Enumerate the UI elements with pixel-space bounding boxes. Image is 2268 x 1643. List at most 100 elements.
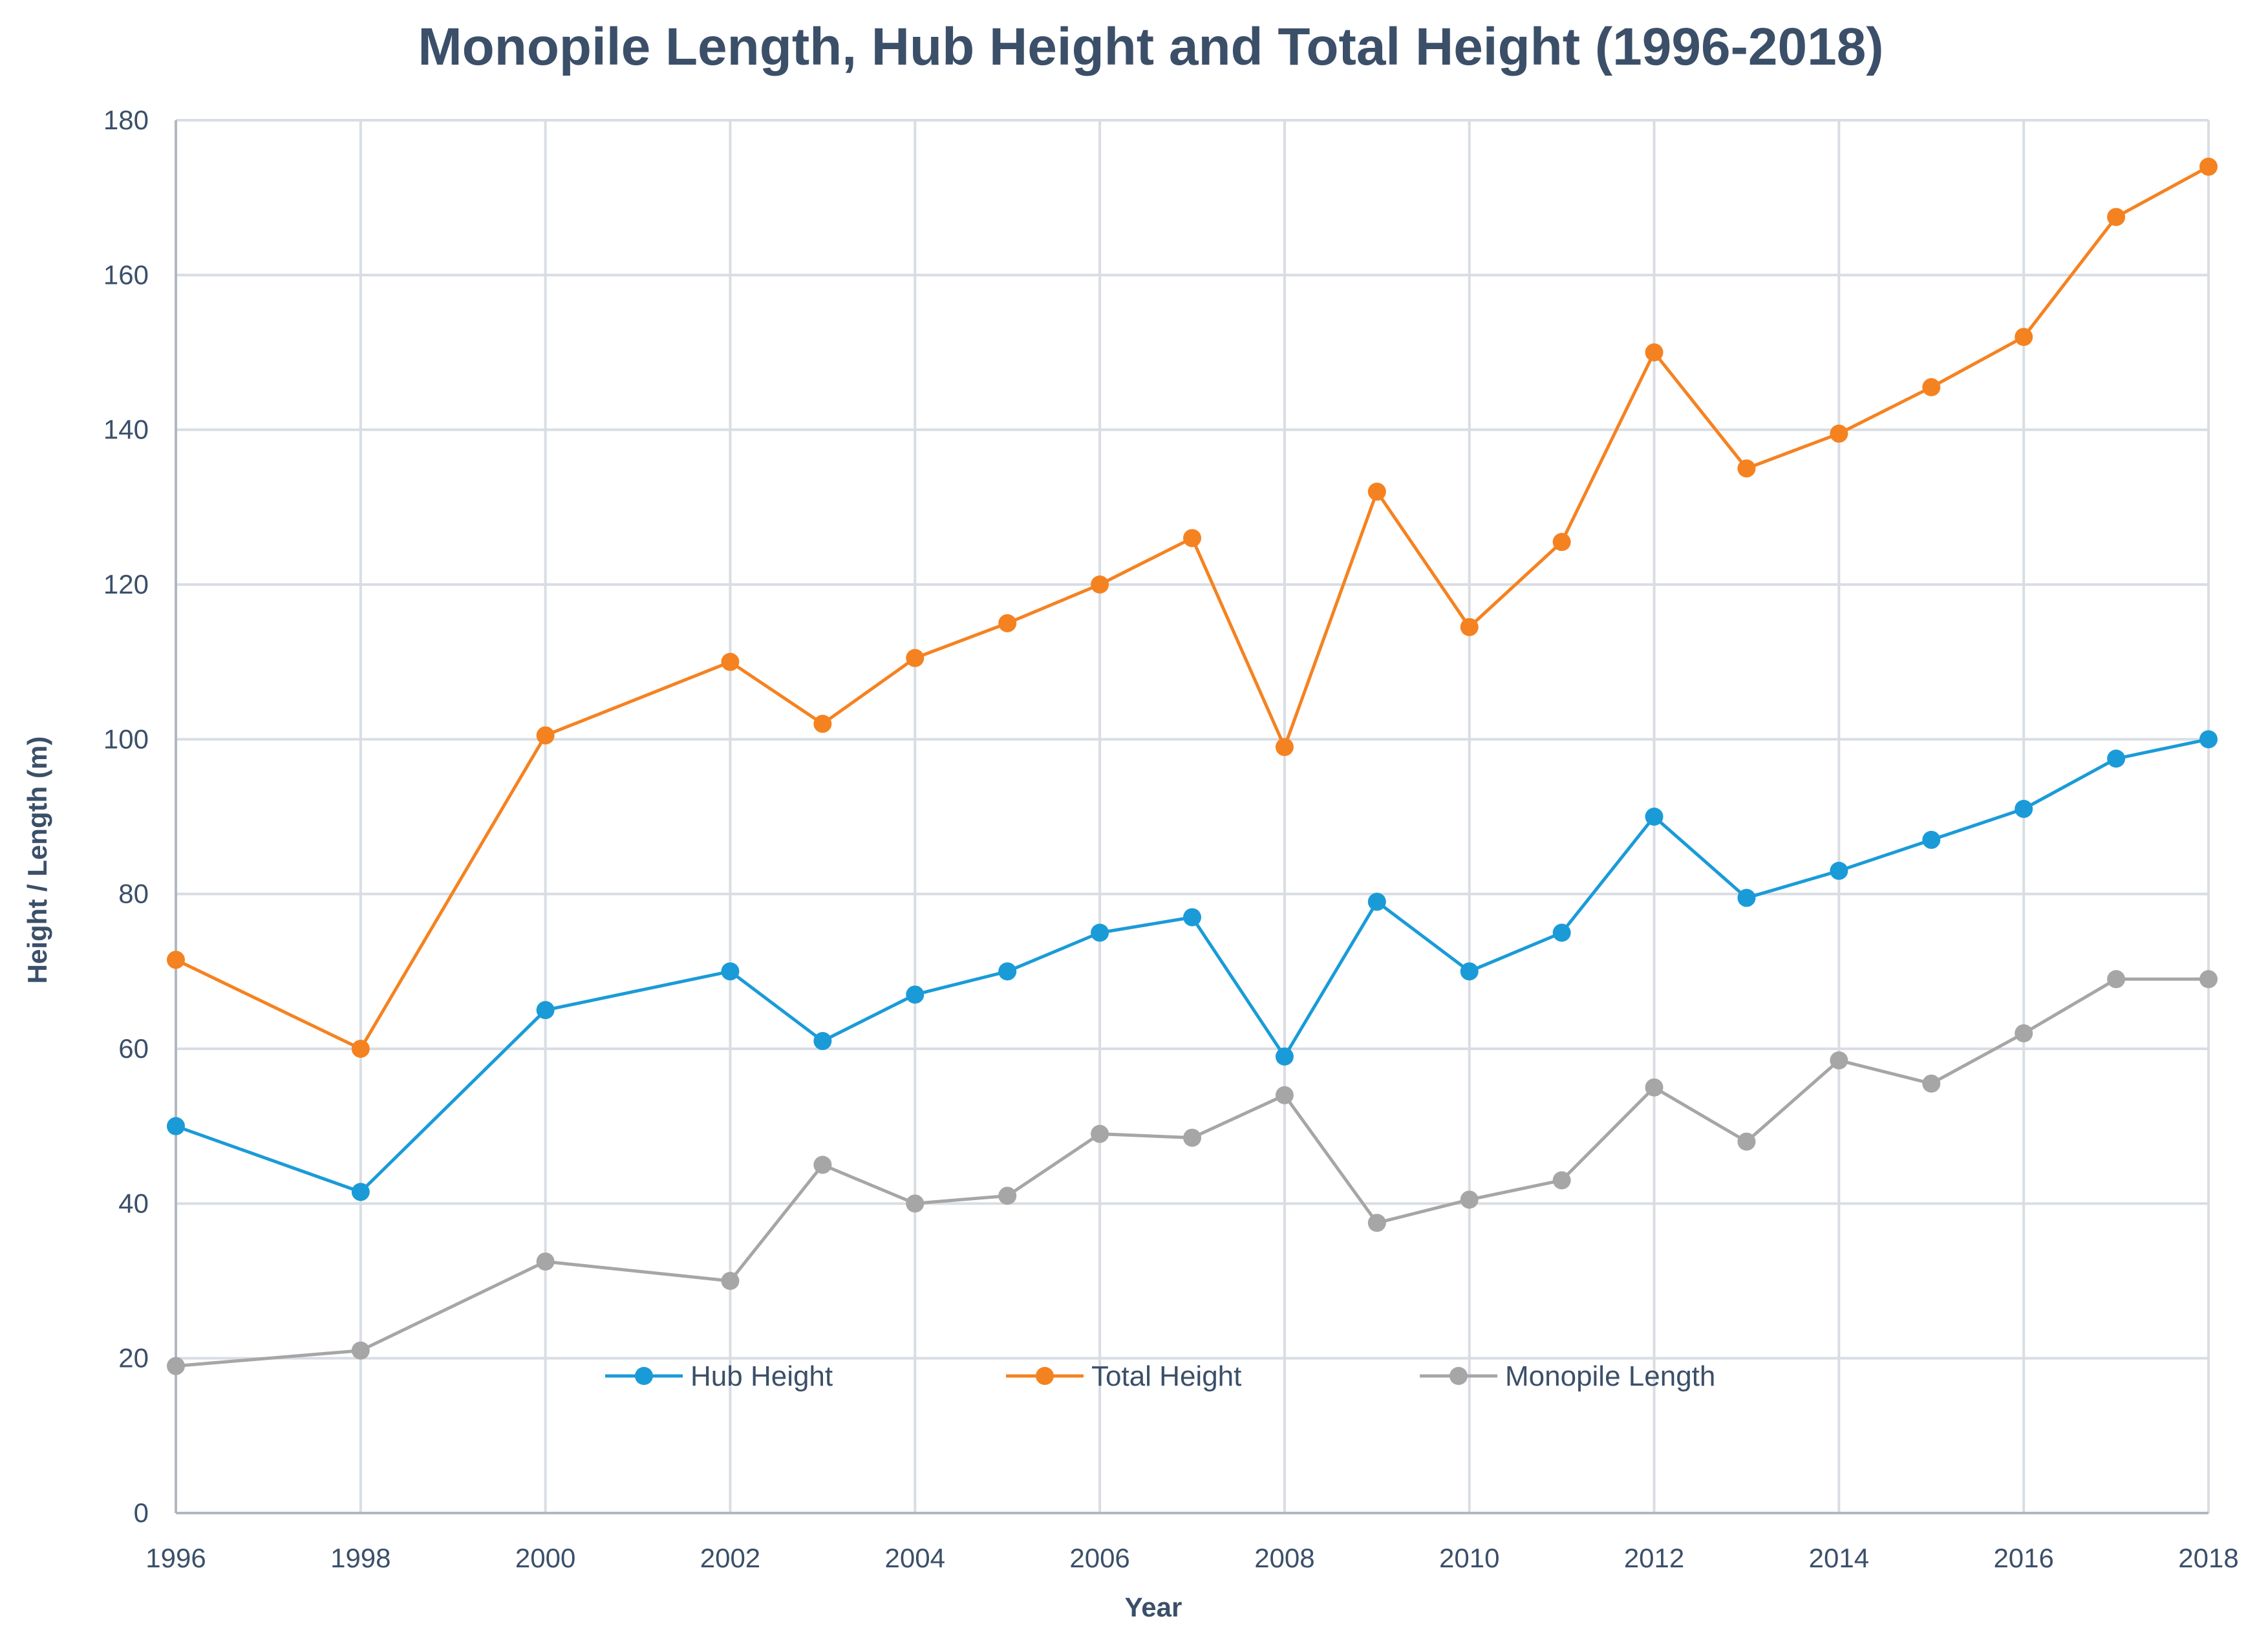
data-point[interactable] (1183, 529, 1201, 548)
data-point[interactable] (1367, 1214, 1386, 1232)
y-tick-label: 60 (118, 1033, 149, 1064)
data-point[interactable] (1460, 617, 1479, 636)
data-point[interactable] (2107, 970, 2126, 989)
y-axis-title: Height / Length (m) (22, 736, 52, 984)
data-point[interactable] (1275, 1086, 1294, 1104)
x-tick-label: 2018 (2178, 1543, 2238, 1573)
data-point[interactable] (1830, 861, 1848, 880)
data-point[interactable] (813, 1155, 832, 1174)
data-point[interactable] (1922, 378, 1941, 396)
x-tick-label: 2006 (1069, 1543, 1129, 1573)
y-tick-label: 20 (118, 1343, 149, 1373)
y-tick-label: 40 (118, 1188, 149, 1218)
legend-item-hub-height[interactable]: Hub Height (605, 1360, 833, 1392)
data-point[interactable] (2015, 1024, 2033, 1043)
data-point[interactable] (1552, 1171, 1571, 1190)
data-point[interactable] (1367, 482, 1386, 501)
x-tick-label: 2004 (885, 1543, 945, 1573)
x-tick-label: 2014 (1809, 1543, 1869, 1573)
data-point[interactable] (2199, 157, 2218, 176)
data-point[interactable] (1922, 830, 1941, 849)
x-tick-label: 1998 (330, 1543, 390, 1573)
data-point[interactable] (721, 1272, 740, 1290)
data-point[interactable] (536, 1252, 555, 1271)
data-point[interactable] (906, 985, 925, 1004)
data-point[interactable] (998, 1187, 1017, 1205)
data-point[interactable] (2107, 208, 2126, 226)
y-tick-label: 100 (103, 724, 149, 754)
legend-marker (1450, 1367, 1468, 1385)
data-point[interactable] (2015, 328, 2033, 347)
legend-marker (1036, 1367, 1054, 1385)
series-monopile-length (167, 970, 2218, 1375)
data-point[interactable] (1922, 1074, 1941, 1093)
data-point[interactable] (813, 1032, 832, 1051)
data-point[interactable] (1091, 575, 1109, 594)
data-point[interactable] (351, 1183, 370, 1201)
data-point[interactable] (1183, 1128, 1201, 1147)
legend-label: Monopile Length (1505, 1360, 1715, 1392)
series-line (175, 165, 2210, 1051)
data-point[interactable] (1275, 1047, 1294, 1066)
data-point[interactable] (1367, 892, 1386, 911)
data-point[interactable] (1552, 923, 1571, 942)
data-point[interactable] (721, 962, 740, 981)
x-tick-label: 2016 (1993, 1543, 2053, 1573)
series-line (175, 977, 2209, 1368)
data-point[interactable] (721, 652, 740, 671)
data-point[interactable] (167, 1117, 185, 1135)
data-point[interactable] (1645, 808, 1664, 826)
x-tick-label: 2012 (1624, 1543, 1684, 1573)
legend-item-monopile-length[interactable]: Monopile Length (1420, 1360, 1715, 1392)
legend-label: Total Height (1091, 1360, 1241, 1392)
data-point[interactable] (1460, 1190, 1479, 1209)
data-point[interactable] (906, 1194, 925, 1213)
data-point[interactable] (167, 950, 185, 969)
data-point[interactable] (998, 962, 1017, 981)
data-point[interactable] (1737, 888, 1756, 907)
y-tick-label: 120 (103, 569, 149, 599)
x-tick-label: 2010 (1439, 1543, 1499, 1573)
data-point[interactable] (1737, 459, 1756, 478)
data-point[interactable] (167, 1357, 185, 1375)
legend-item-total-height[interactable]: Total Height (1006, 1360, 1241, 1392)
x-tick-label: 1996 (145, 1543, 206, 1573)
data-point[interactable] (2015, 800, 2033, 819)
data-point[interactable] (813, 714, 832, 733)
data-point[interactable] (2199, 730, 2218, 749)
data-point[interactable] (536, 1001, 555, 1020)
x-tick-labels: 1996 1998 2000 2002 2004 2006 2008 2010 2012 2014… (145, 1543, 2238, 1573)
axes (175, 120, 2209, 1514)
y-tick-label: 80 (118, 879, 149, 909)
data-point[interactable] (351, 1341, 370, 1360)
data-point[interactable] (1645, 343, 1664, 361)
data-point[interactable] (351, 1040, 370, 1058)
data-series (167, 157, 2218, 1375)
data-point[interactable] (1183, 908, 1201, 927)
data-point[interactable] (1091, 1124, 1109, 1143)
legend[interactable]: Hub Height Total Height Monopile Length (605, 1360, 1715, 1392)
data-point[interactable] (1830, 424, 1848, 443)
series-hub-height (167, 730, 2218, 1201)
chart-title: Monopile Length, Hub Height and Total He… (418, 17, 1883, 76)
data-point[interactable] (1830, 1051, 1848, 1069)
data-point[interactable] (998, 614, 1017, 632)
x-axis-title: Year (1125, 1592, 1182, 1622)
x-tick-label: 2008 (1254, 1543, 1314, 1573)
data-point[interactable] (1737, 1132, 1756, 1151)
data-point[interactable] (1645, 1078, 1664, 1097)
x-tick-label: 2002 (700, 1543, 760, 1573)
data-point[interactable] (536, 726, 555, 745)
y-tick-label: 160 (103, 259, 149, 290)
data-point[interactable] (906, 649, 925, 667)
data-point[interactable] (1552, 533, 1571, 552)
series-line (175, 737, 2209, 1194)
data-point[interactable] (2107, 749, 2126, 768)
data-point[interactable] (1460, 962, 1479, 981)
y-tick-labels: 0 20 40 60 80 100 120 140 160 180 (103, 105, 149, 1528)
data-point[interactable] (1091, 923, 1109, 942)
data-point[interactable] (1275, 738, 1294, 757)
data-point[interactable] (2199, 970, 2218, 989)
